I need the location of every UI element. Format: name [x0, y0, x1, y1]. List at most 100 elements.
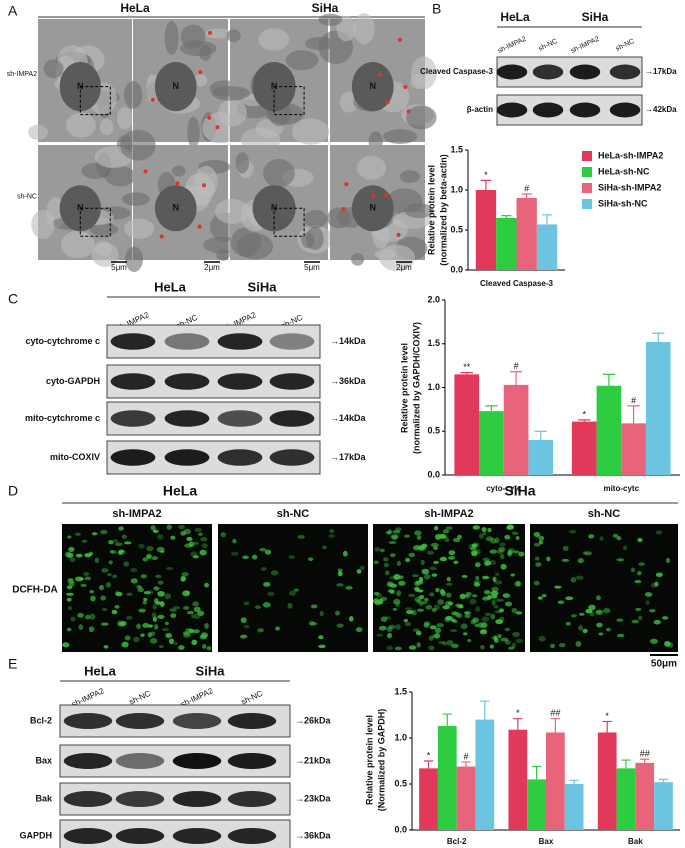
y-tick-label: 1.0: [394, 732, 407, 742]
cell: [428, 645, 435, 651]
cell: [383, 562, 390, 568]
cell: [492, 576, 497, 583]
cell: [405, 610, 414, 615]
error-bar: [480, 700, 490, 720]
cell: [504, 601, 513, 607]
y-axis-label: (normalized by GAPDH/COXIV): [411, 322, 421, 454]
blot-label: cyto-GAPDH: [46, 376, 100, 386]
cell: [182, 590, 190, 597]
bar: [456, 766, 476, 830]
lane-label: sh-IMPA2: [497, 36, 527, 55]
cell: [389, 589, 395, 594]
cell: [426, 550, 434, 555]
cell: [575, 575, 584, 580]
cell: [199, 634, 207, 640]
cell: [113, 539, 119, 543]
cell: [393, 574, 401, 580]
blot-label: cyto-cytchrome c: [25, 336, 100, 346]
cell: [147, 632, 152, 638]
tem-texture: [214, 198, 250, 224]
cell: [197, 610, 205, 616]
cell: [472, 525, 480, 530]
blot-label: β-actin: [467, 105, 493, 114]
x-tick-label: mito-cytc: [603, 484, 639, 493]
cell: [373, 560, 380, 565]
cell: [419, 601, 424, 607]
cell: [318, 635, 324, 640]
blot-band: [569, 64, 601, 80]
mitochondria-mark: [207, 30, 212, 35]
cell: [448, 550, 456, 556]
cell: [471, 550, 478, 557]
legend-label: SiHa-sh-NC: [598, 198, 648, 208]
cell: [260, 567, 267, 571]
cell: [110, 549, 115, 554]
mitochondria-mark: [175, 181, 180, 186]
cell: [182, 606, 190, 610]
cell: [429, 625, 437, 630]
cell: [603, 608, 611, 614]
cell: [504, 627, 510, 632]
tem-texture: [304, 209, 328, 229]
cell: [115, 591, 123, 597]
cell: [496, 598, 505, 602]
legend-swatch: [582, 199, 592, 209]
bar: [616, 768, 636, 830]
tem-texture: [121, 192, 150, 206]
cell: [200, 537, 208, 542]
cell: [500, 637, 509, 642]
nucleus-mark: N: [173, 203, 180, 213]
cell: [416, 608, 424, 612]
cell: [506, 524, 514, 530]
cell: [130, 578, 138, 584]
row-label: DCFH-DA: [12, 585, 58, 596]
bar: [596, 385, 622, 475]
cell: [376, 633, 383, 637]
mitochondria-mark: [406, 109, 411, 114]
cell: [562, 545, 569, 551]
cell: [157, 533, 164, 540]
blot-band: [115, 713, 165, 729]
cell: [396, 560, 402, 566]
cell: [630, 567, 636, 573]
cell: [644, 592, 653, 597]
blot-band: [217, 373, 263, 390]
cell: [100, 529, 108, 535]
blot-band: [227, 828, 277, 844]
blot-label: Bak: [35, 793, 53, 803]
cell: [142, 622, 150, 628]
cell: [434, 633, 441, 639]
cell: [416, 589, 424, 593]
group-header: HeLa: [154, 279, 187, 294]
blot-size: →21kDa: [295, 755, 332, 765]
cell: [110, 550, 118, 554]
cell: [152, 616, 157, 622]
cell: [112, 574, 118, 579]
cell: [85, 614, 91, 620]
blot-band: [496, 64, 528, 80]
bar: [419, 768, 438, 830]
significance-mark: *: [582, 409, 586, 419]
cell: [433, 560, 439, 565]
tem-texture: [99, 118, 114, 136]
cell: [414, 530, 422, 536]
cell: [534, 556, 540, 561]
cell: [126, 592, 133, 596]
cell: [446, 640, 454, 646]
cell: [389, 575, 398, 580]
tem-texture: [125, 246, 143, 272]
error-bar: [658, 778, 669, 783]
cell: [412, 628, 420, 632]
bar: [536, 224, 558, 270]
cell: [474, 562, 481, 568]
blot-label: mito-COXIV: [50, 452, 100, 462]
cell: [538, 540, 543, 545]
cell: [136, 623, 141, 630]
cell: [130, 567, 138, 573]
cell: [498, 608, 505, 613]
cell: [645, 600, 650, 606]
cell: [612, 533, 619, 538]
significance-mark: ##: [550, 708, 560, 718]
lane-label: sh-NC: [615, 38, 636, 53]
significance-mark: *: [516, 708, 520, 718]
